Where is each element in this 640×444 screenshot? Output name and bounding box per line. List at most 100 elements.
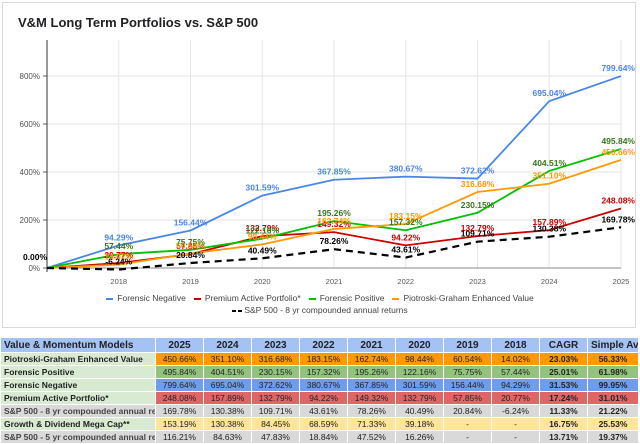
y-tick-label: 0%: [28, 264, 40, 273]
table-cell: 11.33%: [540, 405, 588, 418]
data-label: 20.84%: [176, 250, 205, 260]
legend-label: S&P 500 - 8 yr compounded annual returns: [244, 305, 407, 315]
table-cell: -: [444, 418, 492, 431]
row-label: Premium Active Portfolio*: [1, 392, 156, 405]
legend-item[interactable]: Forensic Negative: [106, 292, 186, 304]
row-label: Piotroski-Graham Enhanced Value: [1, 353, 156, 366]
table-cell: 57.44%: [492, 366, 540, 379]
legend-item[interactable]: Premium Active Portfolio*: [194, 292, 301, 304]
table-cell: 380.67%: [300, 379, 348, 392]
table-cell: 13.71%: [540, 431, 588, 444]
table-cell: 183.15%: [300, 353, 348, 366]
data-label: 156.44%: [174, 217, 208, 227]
table-cell: 98.44%: [396, 353, 444, 366]
table-cell: 404.51%: [204, 366, 252, 379]
data-label: 372.62%: [461, 166, 495, 176]
table-cell: 130.38%: [204, 418, 252, 431]
legend-swatch: [309, 298, 316, 300]
data-label: 351.10%: [532, 171, 566, 181]
table-cell: 122.16%: [396, 366, 444, 379]
legend-item[interactable]: S&P 500 - 8 yr compounded annual returns: [232, 304, 407, 316]
data-label: 301.59%: [245, 183, 279, 193]
table-cell: -: [492, 418, 540, 431]
data-label: -6.24%: [105, 256, 132, 266]
legend-item[interactable]: Forensic Positive: [309, 292, 385, 304]
table-cell: 799.64%: [156, 379, 204, 392]
table-cell: 99.95%: [588, 379, 639, 392]
table-cell: 47.52%: [348, 431, 396, 444]
table-cell: -: [444, 431, 492, 444]
table-header-cell: 2022: [300, 338, 348, 353]
data-label: 94.22%: [391, 232, 420, 242]
table-cell: 31.53%: [540, 379, 588, 392]
table-header-cell: 2021: [348, 338, 396, 353]
data-label: 695.04%: [532, 88, 566, 98]
table-cell: 21.22%: [588, 405, 639, 418]
data-label: 183.15%: [389, 211, 423, 221]
table-header-cell: Simple Avg: [588, 338, 639, 353]
table-cell: 57.85%: [444, 392, 492, 405]
table-cell: 78.26%: [348, 405, 396, 418]
table-cell: 132.79%: [396, 392, 444, 405]
table-header-cell: 2019: [444, 338, 492, 353]
legend-swatch: [392, 298, 399, 300]
table-cell: 25.53%: [588, 418, 639, 431]
table-cell: 84.45%: [252, 418, 300, 431]
table-cell: 94.22%: [300, 392, 348, 405]
table-cell: 68.59%: [300, 418, 348, 431]
x-tick-label: 2020: [254, 277, 271, 286]
table-cell: 372.62%: [252, 379, 300, 392]
chart-legend: Forensic Negative Premium Active Portfoli…: [0, 292, 640, 316]
table-cell: 47.83%: [252, 431, 300, 444]
table-header-cell: 2018: [492, 338, 540, 353]
table-header-cell: 2020: [396, 338, 444, 353]
table-cell: 20.84%: [444, 405, 492, 418]
data-label: 367.85%: [317, 167, 351, 177]
data-label: 60.54%: [176, 240, 205, 250]
y-tick-label: 600%: [20, 120, 40, 129]
data-label: 230.15%: [461, 200, 495, 210]
table-cell: 248.08%: [156, 392, 204, 405]
table-cell: -6.24%: [492, 405, 540, 418]
table-header-cell: 2025: [156, 338, 204, 353]
data-label: 40.49%: [248, 245, 277, 255]
data-label: 57.44%: [104, 241, 133, 251]
table-cell: 31.01%: [588, 392, 639, 405]
table-cell: 301.59%: [396, 379, 444, 392]
x-tick-label: 2022: [397, 277, 414, 286]
x-tick-label: 2021: [326, 277, 343, 286]
table-cell: 23.03%: [540, 353, 588, 366]
legend-swatch: [194, 298, 201, 300]
table-cell: 450.66%: [156, 353, 204, 366]
table-cell: 695.04%: [204, 379, 252, 392]
x-tick-label: 2025: [613, 277, 630, 286]
y-tick-label: 200%: [20, 216, 40, 225]
table-cell: 14.02%: [492, 353, 540, 366]
table-cell: 109.71%: [252, 405, 300, 418]
legend-item[interactable]: Piotroski-Graham Enhanced Value: [392, 292, 533, 304]
origin-data-label: 0.00%: [23, 252, 48, 262]
table-cell: 153.19%: [156, 418, 204, 431]
table-cell: 195.26%: [348, 366, 396, 379]
data-label: 380.67%: [389, 164, 423, 174]
row-label: S&P 500 - 8 yr compounded annual returns: [1, 405, 156, 418]
table-cell: 316.68%: [252, 353, 300, 366]
table-cell: 40.49%: [396, 405, 444, 418]
table-cell: 16.75%: [540, 418, 588, 431]
data-label: 109.71%: [461, 229, 495, 239]
data-label: 162.74%: [317, 216, 351, 226]
table-cell: -: [492, 431, 540, 444]
table-cell: 94.29%: [492, 379, 540, 392]
table-row: S&P 500 - 8 yr compounded annual returns…: [1, 405, 639, 418]
row-label: Forensic Positive: [1, 366, 156, 379]
data-label: 404.51%: [532, 158, 566, 168]
table-cell: 162.74%: [348, 353, 396, 366]
legend-label: Piotroski-Graham Enhanced Value: [403, 293, 533, 303]
data-label: 98.44%: [248, 231, 277, 241]
table-row: Premium Active Portfolio*248.08%157.89%1…: [1, 392, 639, 405]
